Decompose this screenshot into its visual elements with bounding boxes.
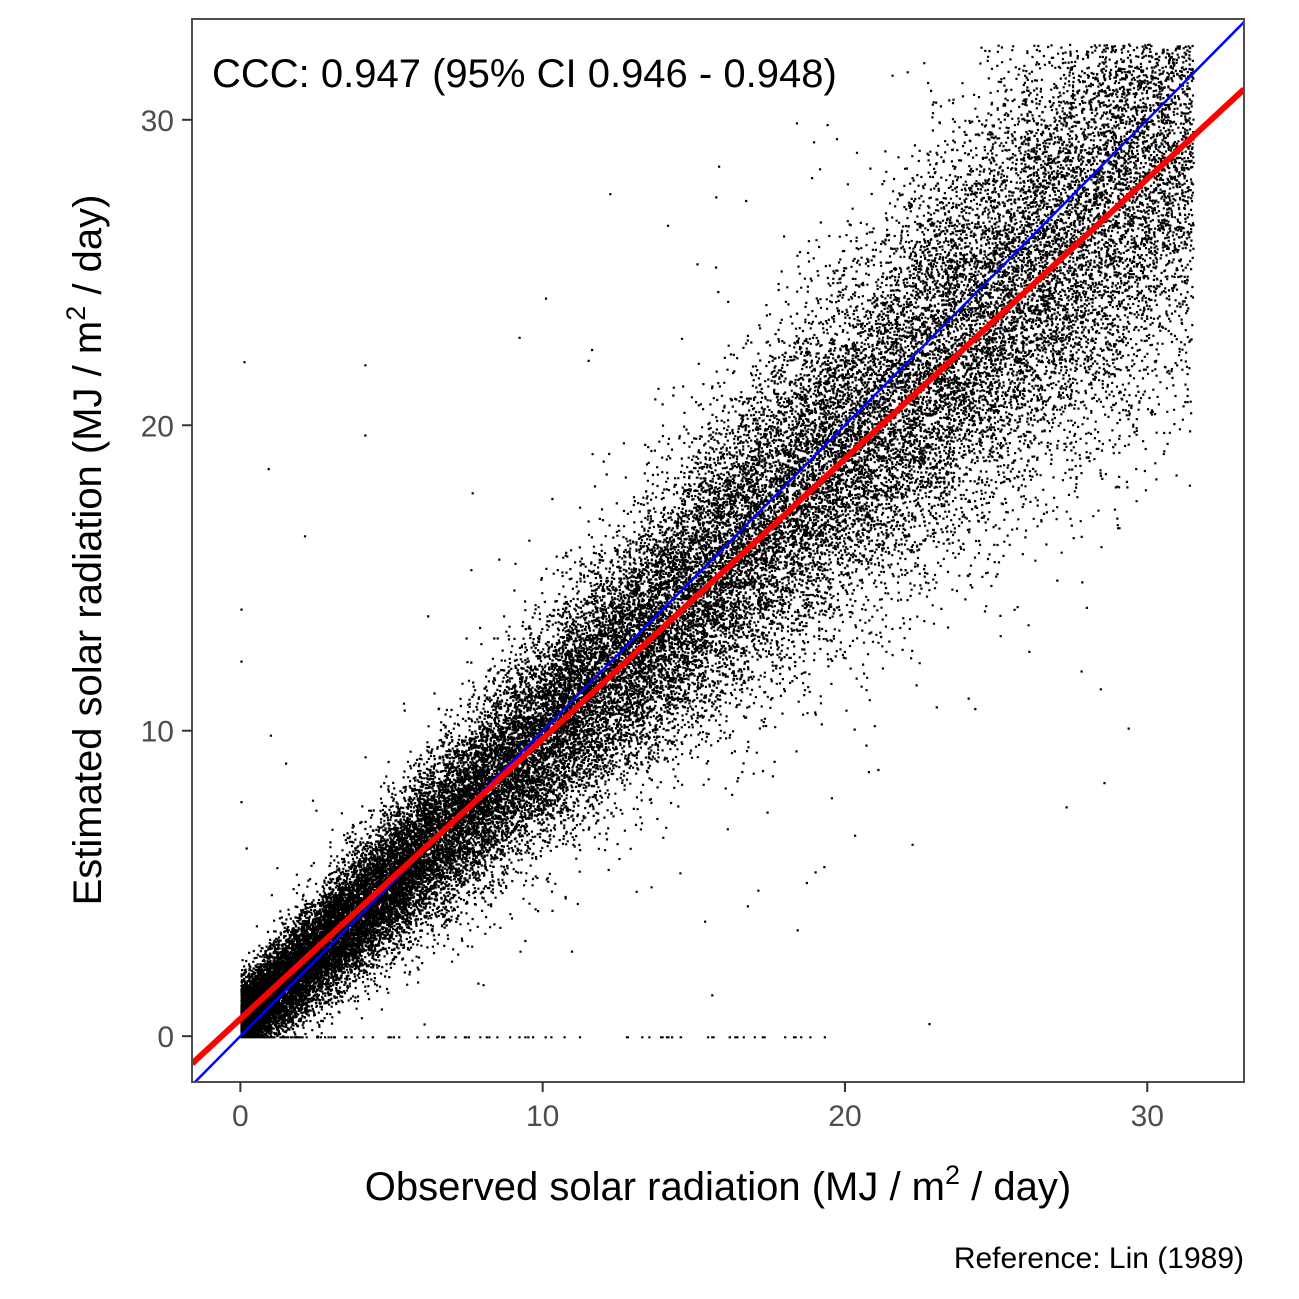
x-axis-title-main: Observed solar radiation (MJ / m — [365, 1165, 945, 1209]
fit-lines — [192, 21, 1244, 1082]
y-axis-title-superscript: 2 — [61, 306, 91, 321]
plot-area — [192, 21, 1244, 1082]
y-axis-title-tail: / day) — [66, 195, 110, 306]
y-axis-title-main: Estimated solar radiation (MJ / m — [66, 321, 110, 906]
x-axis: 0 10 20 30 — [232, 1082, 1164, 1133]
y-tick-label: 0 — [157, 1021, 174, 1054]
identity-line — [193, 21, 1244, 1082]
scatter-points — [240, 43, 1195, 1039]
y-axis-title: Estimated solar radiation (MJ / m2 / day… — [61, 195, 110, 906]
y-axis: 0 10 20 30 — [141, 105, 192, 1054]
x-tick-label: 20 — [828, 1100, 861, 1133]
x-axis-title: Observed solar radiation (MJ / m2 / day) — [365, 1160, 1071, 1209]
x-axis-title-tail: / day) — [960, 1165, 1071, 1209]
y-tick-label: 20 — [141, 410, 174, 443]
x-tick-label: 10 — [526, 1100, 559, 1133]
x-tick-label: 0 — [232, 1100, 249, 1133]
reference-caption: Reference: Lin (1989) — [954, 1242, 1244, 1275]
ccc-annotation: CCC: 0.947 (95% CI 0.946 - 0.948) — [212, 52, 837, 96]
plot-panel-border — [191, 18, 1245, 1083]
scatter-point-cloud — [240, 43, 1195, 1039]
reduced-major-axis-line — [192, 87, 1244, 1066]
x-tick-label: 30 — [1131, 1100, 1164, 1133]
y-tick-label: 30 — [141, 105, 174, 138]
y-tick-label: 10 — [141, 716, 174, 749]
x-axis-title-superscript: 2 — [945, 1160, 960, 1190]
